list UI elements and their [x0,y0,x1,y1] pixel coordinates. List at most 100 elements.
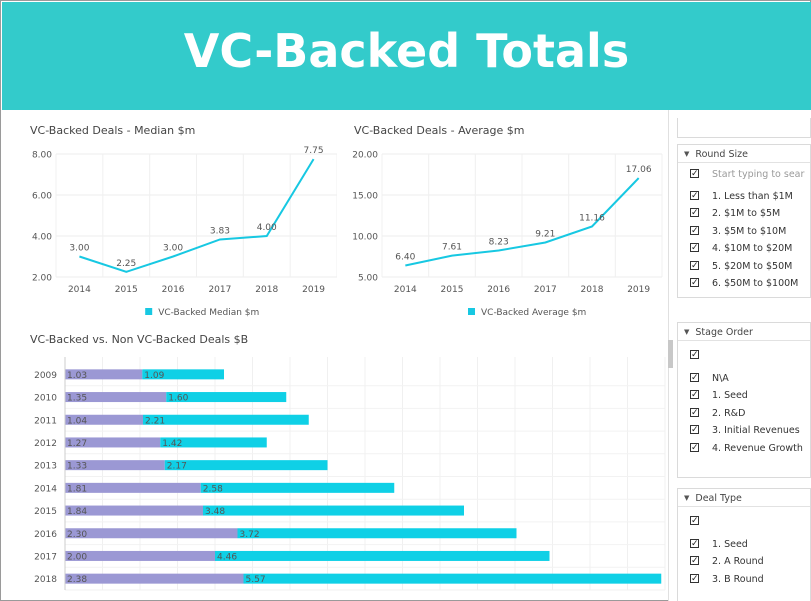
deal-type-item[interactable]: 3. B Round [678,571,810,588]
round-size-item[interactable]: 5. $20M to $50M [678,258,810,275]
average-series-line [405,177,640,267]
bar-category-label: 2016 [34,530,57,540]
stage-order-item[interactable]: 4. Revenue Growth [678,440,810,457]
stage-order-item[interactable]: 2. R&D [678,405,810,422]
stage-order-filter: ▼ Stage Order N\A 1. Seed 2. R&D 3. Initial … [677,322,811,478]
stage-order-filter-title: Stage Order [695,327,753,338]
median-y-tick-label: 2.00 [32,274,52,284]
checkbox[interactable] [690,275,699,293]
bar-data-label: 1.09 [144,371,164,381]
round-size-filter-title: Round Size [695,149,748,160]
checkbox[interactable] [690,536,699,553]
bar-segment-cyan [143,414,309,425]
deal-type-item-label: 2. A Round [712,556,764,567]
median-legend-label: VC-Backed Median $m [158,308,259,318]
bar-data-label: 1.35 [67,394,87,404]
select-all-checkbox[interactable] [690,166,699,184]
stage-order-item[interactable]: N\A [678,370,810,387]
average-x-tick-label: 2019 [627,285,650,295]
chevron-down-icon: ▼ [684,150,690,158]
select-all-checkbox[interactable] [690,347,699,365]
checkbox[interactable] [690,440,699,457]
bar-data-label: 2.30 [67,530,87,540]
checkbox[interactable] [690,422,699,440]
median-data-label: 3.00 [69,244,89,254]
stage-order-select-all-row[interactable] [678,347,810,365]
deal-type-filter-header[interactable]: ▼ Deal Type [678,489,810,507]
checkbox[interactable] [690,571,699,588]
select-all-checkbox[interactable] [690,513,699,531]
stage-order-list: N\A 1. Seed 2. R&D 3. Initial Revenues 4. Re… [678,370,810,457]
average-legend-label: VC-Backed Average $m [481,308,586,318]
stage-order-item-label: N\A [712,372,729,384]
round-size-item-label: 1. Less than $1M [712,190,793,202]
stage-order-filter-header[interactable]: ▼ Stage Order [678,323,810,341]
bar-data-label: 1.84 [67,507,87,517]
bar-category-label: 2017 [34,552,57,562]
round-size-search-row[interactable]: Start typing to sear [678,166,810,184]
bar-segment-cyan [160,437,267,448]
average-data-label: 8.23 [489,238,509,248]
bar-segment-cyan [237,528,517,539]
panel-splitter-handle[interactable] [668,340,673,368]
round-size-item-label: 6. $50M to $100M [712,278,799,289]
average-y-tick-label: 10.00 [352,233,378,243]
stage-order-item[interactable]: 3. Initial Revenues [678,422,810,440]
bar-category-label: 2018 [34,575,57,585]
deal-type-select-all-row[interactable] [678,513,810,531]
deal-type-item[interactable]: 2. A Round [678,553,810,571]
median-y-tick-label: 8.00 [32,151,52,161]
round-size-item[interactable]: 1. Less than $1M [678,188,810,205]
checkbox[interactable] [690,553,699,571]
bar-data-label: 2.21 [145,416,165,426]
bar-chart-title: VC-Backed vs. Non VC-Backed Deals $B [30,333,249,346]
checkbox[interactable] [690,405,699,422]
round-size-item-label: 4. $10M to $20M [712,243,793,254]
bar-data-label: 2.00 [67,552,87,562]
checkbox[interactable] [690,387,699,405]
bar-category-label: 2010 [34,394,57,404]
median-data-label: 4.00 [257,223,277,233]
stage-order-item-label: 4. Revenue Growth [712,442,803,454]
average-x-tick-label: 2018 [581,285,604,295]
median-x-tick-label: 2016 [162,285,185,295]
stage-order-item[interactable]: 1. Seed [678,387,810,405]
median-x-tick-label: 2019 [302,285,325,295]
bar-segment-cyan [243,573,662,584]
bar-category-label: 2011 [34,416,57,426]
header-banner: VC-Backed Totals [2,2,811,110]
checkbox[interactable] [690,370,699,387]
bar-data-label: 2.38 [67,575,87,585]
round-size-filter-header[interactable]: ▼ Round Size [678,145,810,163]
round-size-item[interactable]: 4. $10M to $20M [678,240,810,258]
bar-segment-purple [65,550,215,561]
bar-data-label: 2.17 [167,462,187,472]
median-legend-swatch [145,308,153,315]
round-size-filter: ▼ Round Size Start typing to sear 1. Less… [677,144,811,298]
round-size-item[interactable]: 2. $1M to $5M [678,205,810,223]
checkbox[interactable] [690,258,699,275]
average-data-label: 7.61 [442,243,462,253]
bar-segment-cyan [164,460,328,471]
bar-data-label: 1.81 [67,484,87,494]
deal-type-item[interactable]: 1. Seed [678,536,810,553]
bar-data-label: 4.46 [217,552,237,562]
checkbox[interactable] [690,240,699,258]
filter-top-stub [677,118,811,138]
checkbox[interactable] [690,205,699,223]
checkbox[interactable] [690,223,699,240]
chevron-down-icon: ▼ [684,494,690,502]
median-series-line [79,158,315,273]
median-chart-title: VC-Backed Deals - Median $m [30,124,196,137]
bar-category-label: 2013 [34,462,57,472]
deal-type-item-label: 3. B Round [712,573,764,585]
round-size-item[interactable]: 6. $50M to $100M [678,275,810,293]
bar-segment-cyan [200,482,395,493]
stage-order-item-label: 3. Initial Revenues [712,425,800,436]
bar-data-label: 2.58 [203,484,223,494]
checkbox[interactable] [690,188,699,205]
bar-data-label: 3.48 [205,507,225,517]
deal-type-list: 1. Seed 2. A Round 3. B Round [678,536,810,588]
round-size-item[interactable]: 3. $5M to $10M [678,223,810,240]
bar-data-label: 1.03 [67,371,87,381]
